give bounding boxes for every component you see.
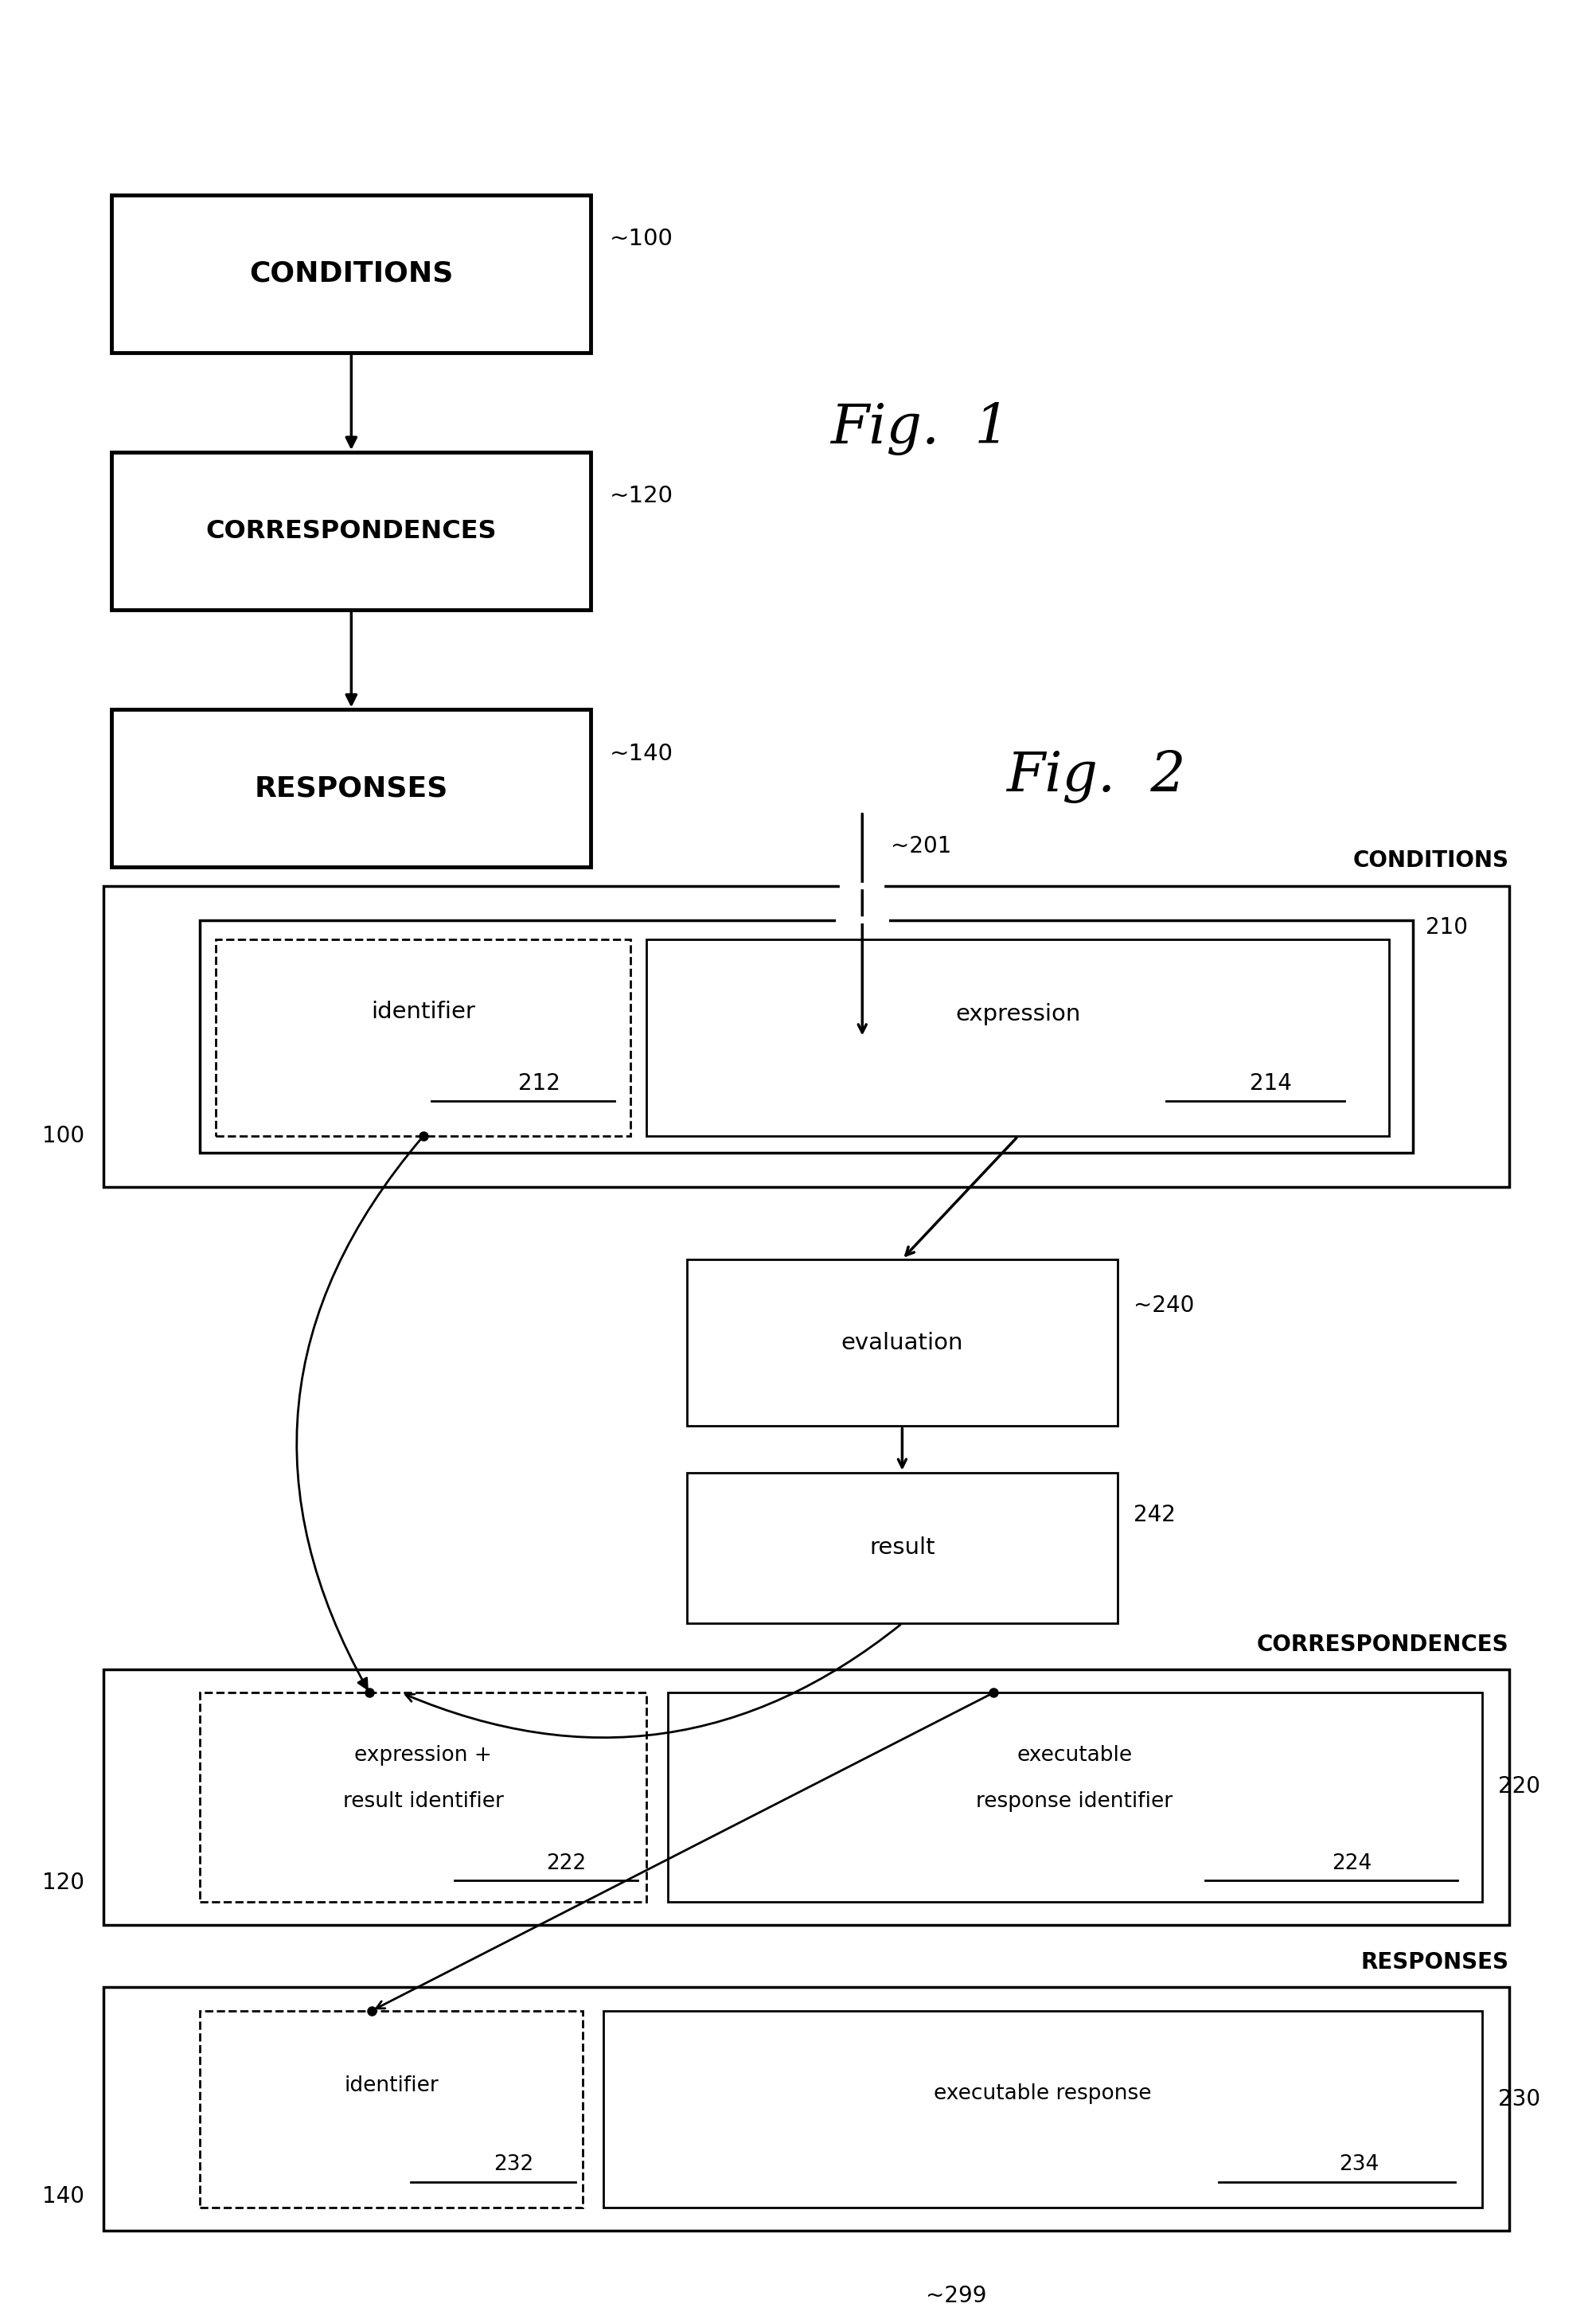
Text: 220: 220 xyxy=(1497,1776,1539,1797)
Text: 222: 222 xyxy=(546,1853,586,1874)
Bar xyxy=(646,939,1389,1136)
Text: Fig.  1: Fig. 1 xyxy=(830,401,1009,457)
Text: response identifier: response identifier xyxy=(975,1790,1173,1811)
Text: CONDITIONS: CONDITIONS xyxy=(249,260,453,288)
Bar xyxy=(104,1670,1508,1925)
Text: executable response: executable response xyxy=(934,2082,1151,2103)
Text: 242: 242 xyxy=(1133,1503,1175,1526)
Bar xyxy=(215,939,630,1136)
Text: evaluation: evaluation xyxy=(841,1331,962,1354)
Text: RESPONSES: RESPONSES xyxy=(254,775,448,802)
Text: ~201: ~201 xyxy=(891,835,951,858)
Text: ~100: ~100 xyxy=(610,227,674,250)
Text: result: result xyxy=(868,1537,935,1558)
Text: 230: 230 xyxy=(1497,2087,1539,2110)
Text: ~140: ~140 xyxy=(610,742,674,765)
Text: RESPONSES: RESPONSES xyxy=(1360,1950,1508,1973)
Bar xyxy=(104,1987,1508,2231)
Bar xyxy=(200,2011,583,2208)
Bar xyxy=(667,1693,1481,1902)
Text: 212: 212 xyxy=(519,1071,560,1095)
Text: CONDITIONS: CONDITIONS xyxy=(1352,849,1508,872)
Bar xyxy=(112,195,591,352)
Text: Fig.  2: Fig. 2 xyxy=(1005,749,1184,805)
Text: identifier: identifier xyxy=(370,1002,476,1023)
Text: 100: 100 xyxy=(43,1125,85,1148)
Bar xyxy=(112,452,591,610)
Text: 234: 234 xyxy=(1337,2154,1379,2175)
Bar xyxy=(112,710,591,867)
Text: 232: 232 xyxy=(493,2154,533,2175)
Text: 224: 224 xyxy=(1331,1853,1371,1874)
Text: 140: 140 xyxy=(43,2184,85,2208)
Bar xyxy=(686,1259,1117,1426)
Bar xyxy=(104,886,1508,1187)
Text: expression: expression xyxy=(954,1002,1080,1025)
Text: 120: 120 xyxy=(43,1871,85,1895)
Bar xyxy=(603,2011,1481,2208)
Text: 210: 210 xyxy=(1425,916,1467,939)
Text: 214: 214 xyxy=(1248,1071,1291,1095)
Text: identifier: identifier xyxy=(343,2076,439,2096)
Text: result identifier: result identifier xyxy=(343,1790,503,1811)
Bar xyxy=(686,1473,1117,1623)
Bar xyxy=(200,921,1412,1153)
Text: ~299: ~299 xyxy=(926,2284,986,2307)
Bar xyxy=(200,1693,646,1902)
Text: CORRESPONDENCES: CORRESPONDENCES xyxy=(1256,1633,1508,1656)
Text: CORRESPONDENCES: CORRESPONDENCES xyxy=(206,519,496,543)
Text: expression +: expression + xyxy=(354,1746,492,1765)
Text: executable: executable xyxy=(1017,1746,1132,1765)
Text: ~120: ~120 xyxy=(610,485,674,508)
Text: ~240: ~240 xyxy=(1133,1294,1194,1317)
